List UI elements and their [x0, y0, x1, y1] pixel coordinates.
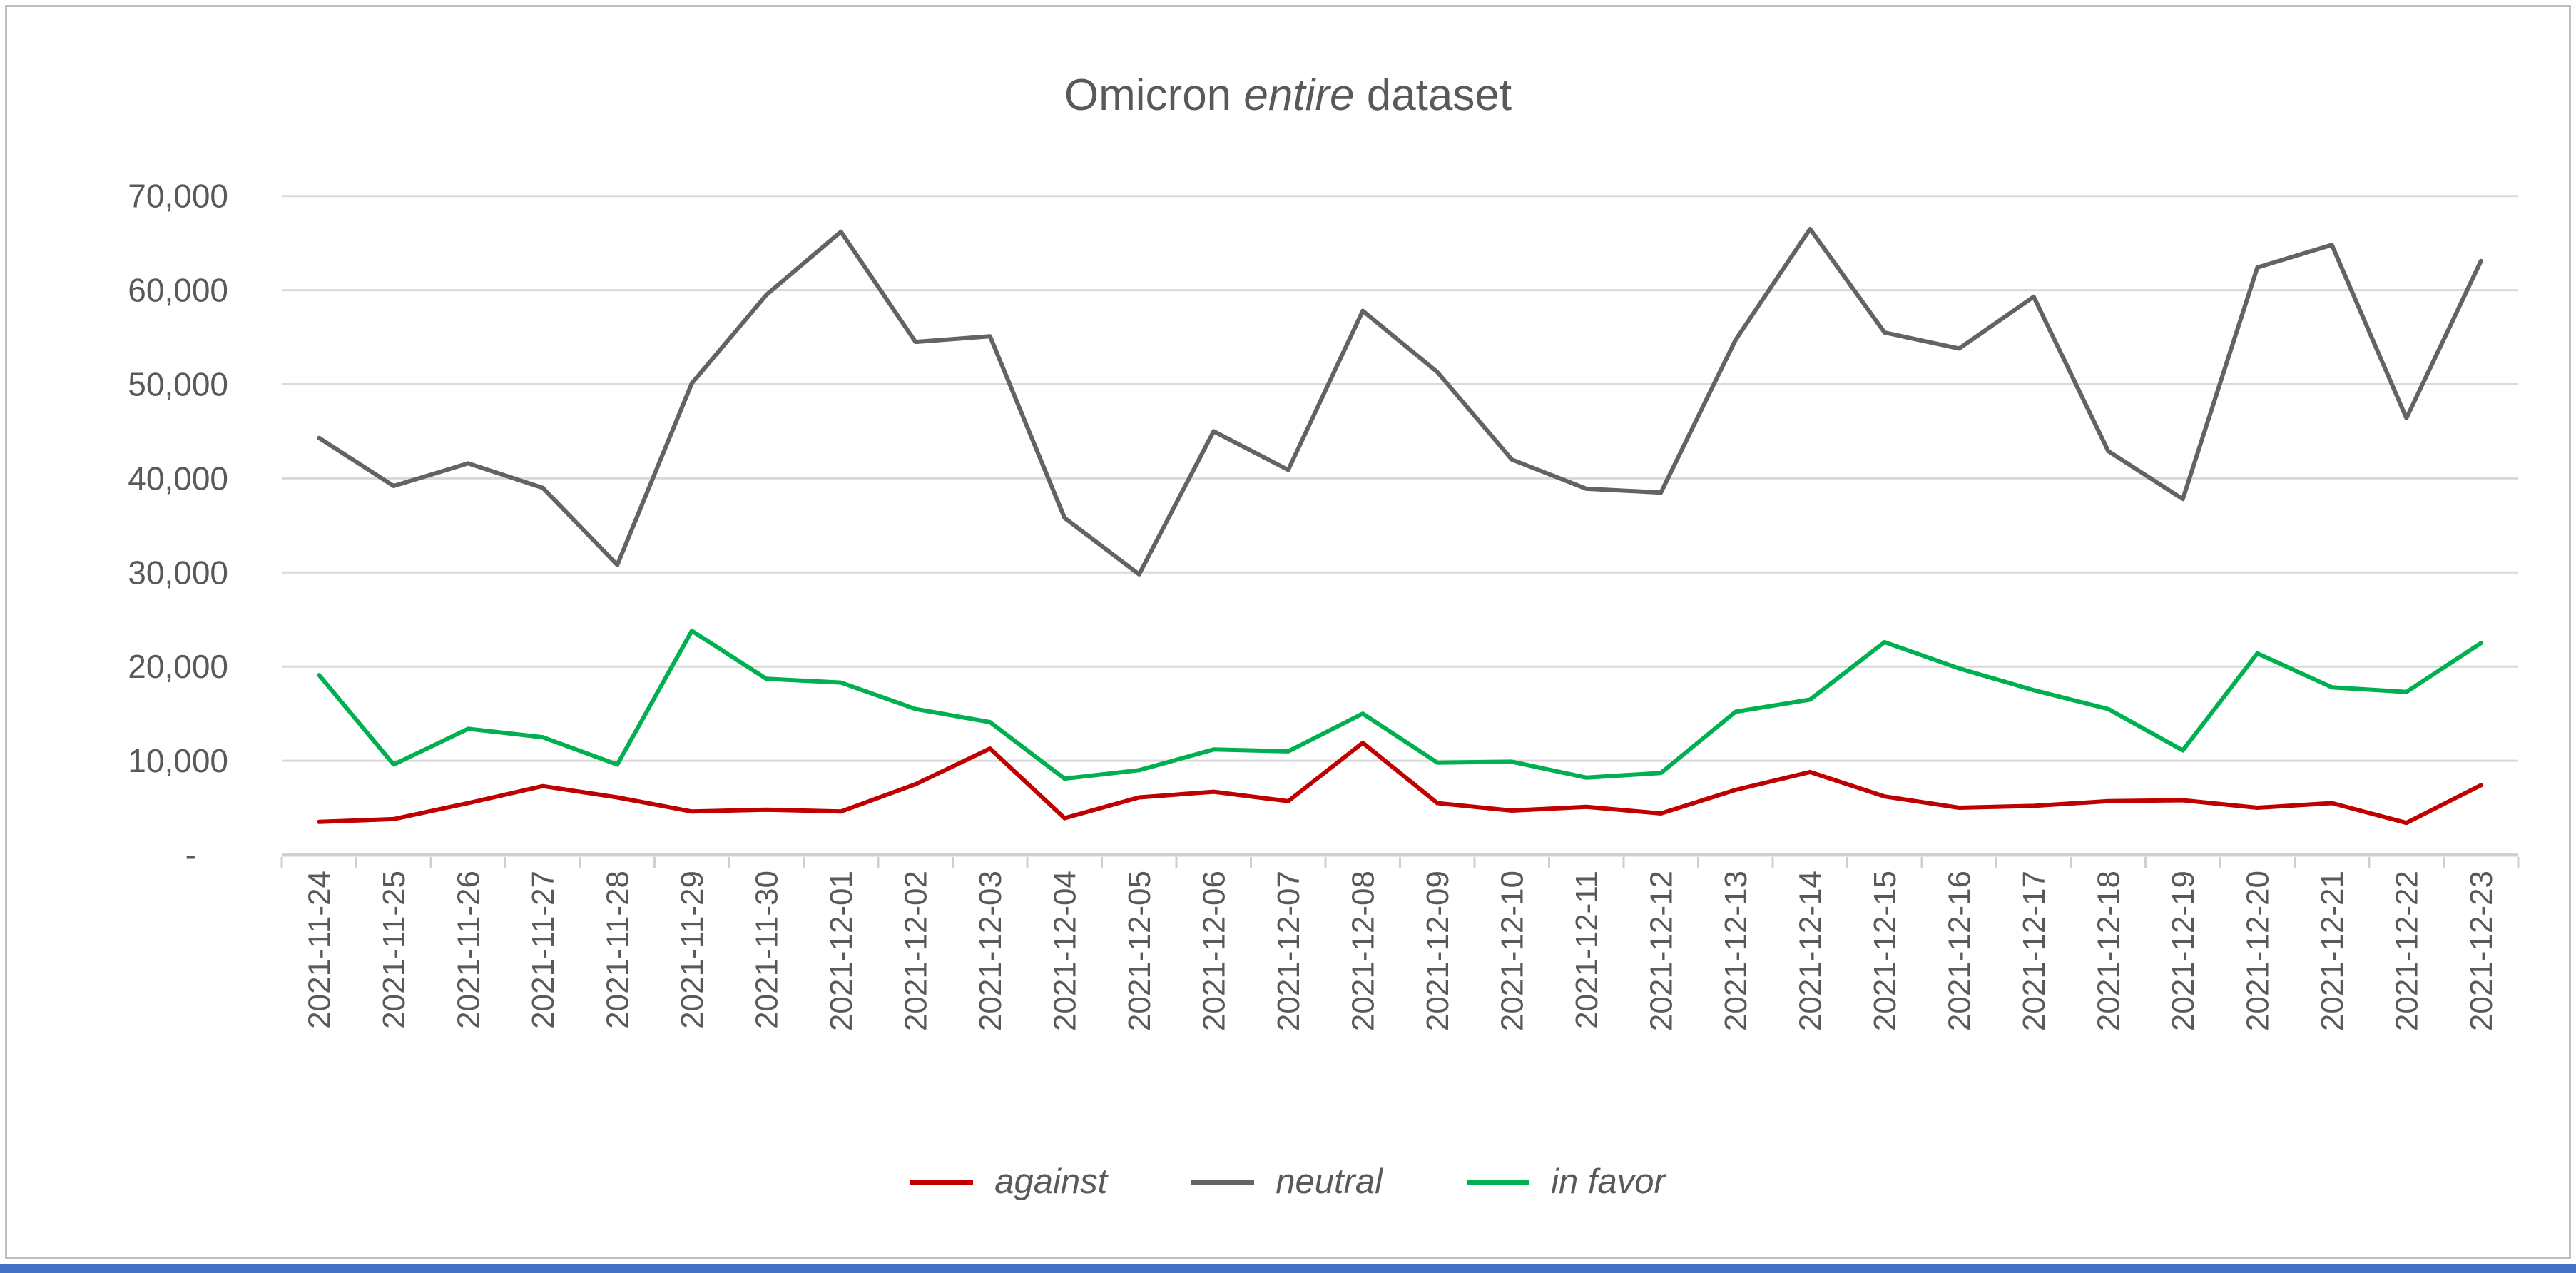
x-axis-label: 2021-12-17 — [2017, 871, 2052, 1031]
chart-title-suffix: dataset — [1354, 71, 1512, 120]
chart-title-italic-word: entire — [1243, 71, 1355, 120]
x-axis-label: 2021-11-27 — [526, 871, 561, 1029]
x-axis-label: 2021-12-05 — [1122, 871, 1157, 1031]
x-axis-label: 2021-12-03 — [973, 871, 1008, 1031]
x-axis-label: 2021-12-18 — [2091, 871, 2126, 1031]
y-axis-label: 60,000 — [128, 272, 228, 309]
x-axis-label: 2021-11-26 — [451, 871, 486, 1029]
legend-line-swatch-neutral — [1191, 1179, 1255, 1185]
legend: against neutral in favor — [7, 1147, 2569, 1216]
x-axis-label: 2021-12-12 — [1644, 871, 1679, 1031]
legend-label-neutral: neutral — [1276, 1162, 1383, 1201]
legend-label-against: against — [994, 1162, 1108, 1201]
y-axis-label: 50,000 — [128, 366, 228, 403]
x-axis-label: 2021-11-25 — [377, 871, 412, 1029]
x-axis-label: 2021-12-16 — [1942, 871, 1977, 1031]
legend-label-in-favor: in favor — [1551, 1162, 1666, 1201]
legend-item-neutral: neutral — [1191, 1162, 1383, 1201]
y-axis-label: 10,000 — [128, 742, 228, 779]
x-axis-label: 2021-12-23 — [2464, 871, 2499, 1031]
x-axis-label: 2021-12-15 — [1868, 871, 1903, 1031]
series-line-in-favor — [317, 629, 2483, 781]
chart-frame[interactable]: Omicron entire dataset 70,000 60,000 50,00… — [5, 5, 2571, 1259]
legend-line-swatch-against — [910, 1179, 974, 1185]
y-axis-label: 30,000 — [128, 554, 228, 591]
x-axis-label: 2021-12-04 — [1047, 871, 1082, 1031]
x-axis-label: 2021-11-30 — [749, 871, 784, 1029]
x-axis-label: 2021-12-08 — [1345, 871, 1380, 1031]
chart-canvas: 70,000 60,000 50,000 40,000 30,000 20,000 10,0… — [128, 178, 2520, 1031]
chart-title-prefix: Omicron — [1064, 71, 1244, 120]
x-axis-label: 2021-12-11 — [1569, 871, 1604, 1029]
x-axis-label: 2021-12-10 — [1495, 871, 1529, 1031]
x-axis-label: 2021-12-07 — [1271, 871, 1306, 1031]
y-axis-label: 40,000 — [128, 460, 228, 497]
x-axis-label: 2021-12-13 — [1719, 871, 1753, 1031]
x-axis-label: 2021-12-14 — [1793, 871, 1828, 1031]
y-axis-label: 20,000 — [128, 648, 228, 685]
series-line-neutral — [317, 226, 2483, 577]
x-axis-label: 2021-12-02 — [898, 871, 933, 1031]
x-axis-label: 2021-12-21 — [2315, 871, 2350, 1031]
x-axis-label: 2021-11-28 — [600, 871, 635, 1029]
legend-item-against: against — [910, 1162, 1108, 1201]
bottom-blue-strip — [0, 1264, 2576, 1273]
x-axis-label: 2021-12-20 — [2240, 871, 2275, 1031]
x-axis-label: 2021-11-29 — [675, 871, 710, 1029]
x-axis-label: 2021-12-06 — [1196, 871, 1231, 1031]
legend-line-swatch-in-favor — [1467, 1179, 1530, 1185]
series-line-against — [317, 741, 2483, 826]
x-axis-label: 2021-12-09 — [1420, 871, 1455, 1031]
legend-item-in-favor: in favor — [1467, 1162, 1666, 1201]
y-axis-label: 70,000 — [128, 178, 228, 215]
y-axis-label: - — [185, 836, 196, 873]
chart-title: Omicron entire dataset — [7, 70, 2569, 121]
x-axis-label: 2021-12-01 — [824, 871, 859, 1031]
x-axis-label: 2021-12-19 — [2166, 871, 2201, 1031]
x-axis-label: 2021-12-22 — [2389, 871, 2424, 1031]
x-axis-label: 2021-11-24 — [302, 871, 337, 1029]
